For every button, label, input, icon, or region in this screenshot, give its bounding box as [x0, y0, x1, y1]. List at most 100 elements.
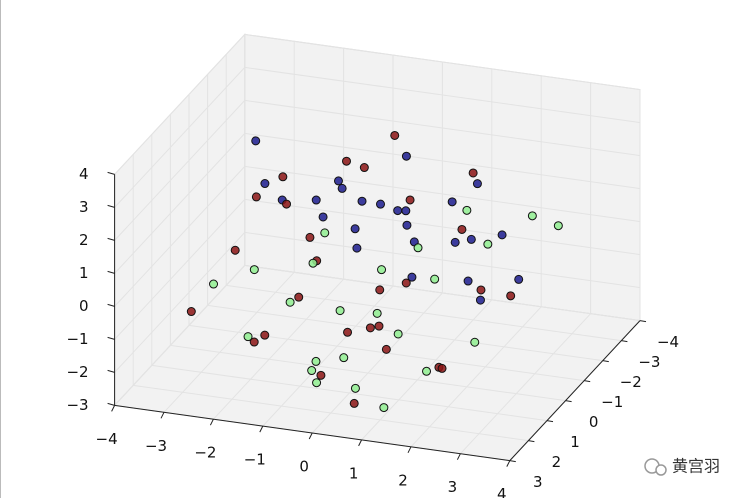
z-tick-label: −2: [66, 363, 88, 381]
point: [243, 332, 253, 342]
point: [320, 228, 330, 238]
point: [249, 265, 259, 275]
grid-line: [114, 199, 246, 340]
y-tick: [602, 360, 609, 363]
grid-line: [244, 33, 641, 91]
grid-line: [262, 285, 394, 427]
z-tick: [107, 303, 115, 307]
point: [466, 234, 476, 244]
z-tick-label: 3: [79, 198, 89, 216]
watermark-text: 黄宫羽: [672, 457, 720, 476]
point: [376, 199, 385, 209]
point: [312, 378, 322, 388]
point: [285, 297, 295, 307]
point: [343, 327, 353, 337]
grid-line: [163, 271, 295, 413]
point: [514, 274, 524, 284]
y-tick: [509, 460, 516, 463]
point: [413, 243, 423, 253]
points: [186, 130, 563, 413]
y-tick-label: −1: [601, 393, 623, 411]
point: [462, 205, 472, 215]
y-tick: [528, 440, 535, 443]
point: [333, 176, 343, 186]
point: [437, 363, 447, 373]
point: [390, 130, 400, 140]
x-tick: [209, 418, 214, 426]
point: [401, 278, 411, 288]
point: [457, 224, 467, 234]
grid-line: [244, 165, 641, 223]
point: [311, 356, 321, 366]
grid-line: [311, 292, 443, 434]
point: [472, 179, 482, 189]
x-tick-label: −4: [96, 430, 118, 448]
point: [350, 224, 360, 234]
point: [422, 366, 432, 376]
point: [249, 337, 259, 347]
z-tick-label: −3: [66, 396, 88, 414]
point: [450, 237, 460, 247]
point: [282, 199, 292, 209]
watermark: 黄宫羽: [644, 457, 720, 476]
point: [401, 206, 411, 216]
point: [349, 398, 359, 408]
point: [335, 306, 345, 316]
point: [470, 337, 480, 347]
z-tick: [107, 171, 115, 175]
y-tick: [565, 400, 572, 403]
grid-line: [114, 100, 246, 241]
point: [260, 179, 270, 189]
point: [374, 321, 384, 331]
point: [352, 243, 362, 253]
z-tick-label: 4: [79, 165, 89, 183]
grid-line: [244, 66, 641, 124]
point: [311, 195, 321, 205]
point: [553, 221, 563, 231]
point: [372, 308, 382, 318]
z-tick-label: 2: [79, 231, 89, 249]
x-tick-label: −1: [244, 451, 266, 469]
y-tick: [639, 320, 647, 323]
grid-line: [244, 198, 641, 256]
point: [359, 163, 369, 173]
point: [278, 172, 288, 182]
point: [402, 220, 412, 230]
grid-line: [213, 278, 344, 420]
y-tick-label: −2: [620, 373, 642, 391]
x-axis-line: [114, 404, 510, 462]
point: [316, 370, 326, 380]
grid-line: [460, 313, 591, 455]
point: [339, 353, 349, 363]
grid-line: [244, 132, 641, 190]
point: [305, 232, 315, 242]
z-tick-label: 1: [79, 264, 89, 282]
x-tick-label: 4: [497, 485, 507, 498]
z-tick: [107, 237, 115, 241]
grid-line: [114, 166, 246, 307]
grid-line: [410, 306, 542, 448]
x-tick-label: −2: [194, 444, 216, 462]
grid-line: [244, 99, 641, 157]
point: [350, 383, 360, 393]
point: [230, 245, 240, 255]
point: [468, 168, 478, 178]
point: [186, 307, 196, 317]
grid-line: [114, 133, 246, 274]
z-tick: [107, 336, 115, 340]
y-tick: [546, 420, 554, 423]
point: [483, 239, 493, 249]
y-tick-label: −4: [657, 333, 679, 351]
point: [357, 196, 367, 206]
x-tick: [358, 439, 363, 447]
grid-line: [114, 232, 246, 373]
x-tick-label: −3: [145, 437, 167, 455]
point: [294, 292, 304, 302]
point: [337, 183, 347, 193]
y-tick: [621, 340, 628, 343]
point: [209, 279, 219, 289]
z-tick: [107, 369, 115, 373]
y-axis-line: [509, 320, 641, 461]
point: [307, 366, 317, 376]
